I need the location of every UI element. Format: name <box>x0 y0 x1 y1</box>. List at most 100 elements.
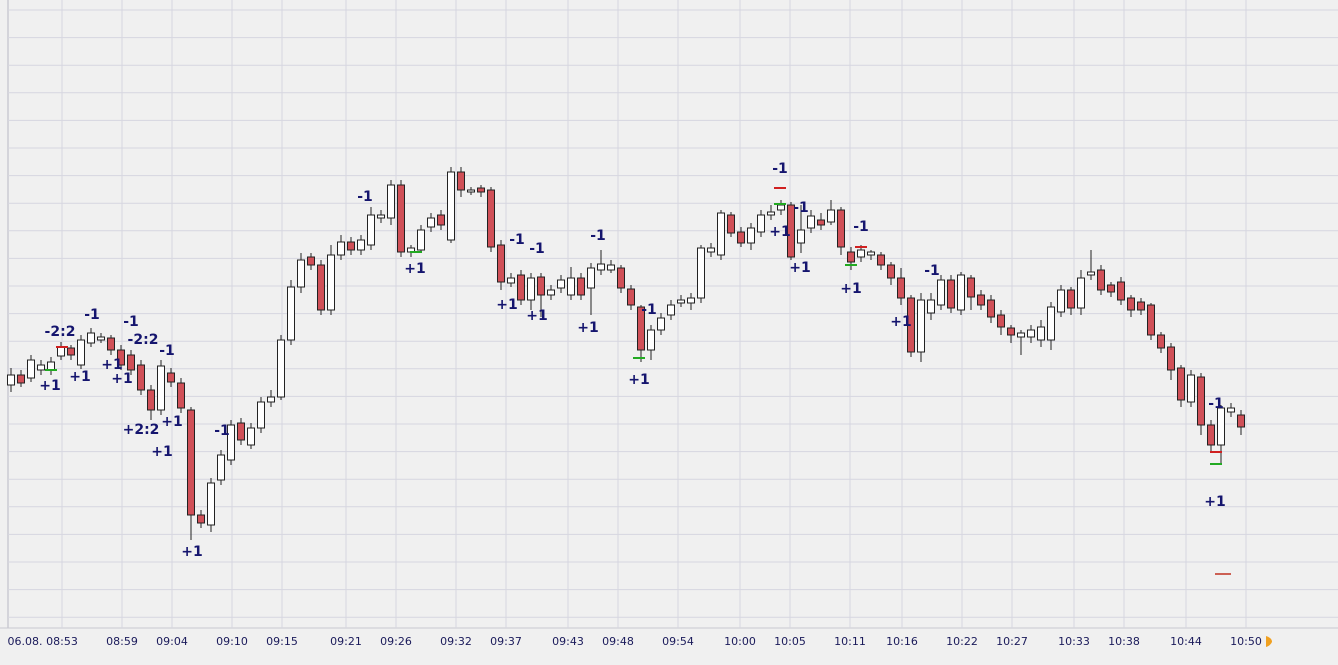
candle-body <box>517 274 525 301</box>
candle-body <box>887 264 895 279</box>
candle-body <box>577 277 585 296</box>
candle-body <box>37 364 45 371</box>
trade-annotation: -1 <box>357 189 373 205</box>
trade-annotation: -1 <box>772 161 788 177</box>
candle-body <box>97 336 105 341</box>
trade-annotation: +1 <box>890 314 911 330</box>
candle-body <box>587 267 595 289</box>
candle-body <box>347 241 355 251</box>
candle-body <box>167 372 175 383</box>
candle-body <box>117 349 125 366</box>
candle-body <box>707 247 715 253</box>
candle-body <box>467 189 475 193</box>
candle-body <box>807 215 815 229</box>
candle-body <box>1067 289 1075 309</box>
trade-markers <box>45 187 1231 575</box>
candle-body <box>847 251 855 263</box>
candle-body <box>1207 424 1215 446</box>
candle-body <box>1057 289 1065 313</box>
candle-body <box>447 171 455 241</box>
candle-body <box>507 277 515 284</box>
candle-body <box>757 214 765 233</box>
candle-body <box>197 514 205 524</box>
candle-body <box>17 374 25 384</box>
candle-body <box>897 277 905 299</box>
candle-body <box>627 288 635 306</box>
candle-body <box>1047 306 1055 341</box>
candle-body <box>77 339 85 366</box>
candle-body <box>927 299 935 314</box>
time-label: 09:21 <box>330 635 362 648</box>
candle-body <box>287 286 295 341</box>
candle-body <box>837 209 845 248</box>
candle-body <box>1117 281 1125 301</box>
candle-body <box>487 189 495 248</box>
candle-body <box>307 256 315 266</box>
candle-body <box>817 219 825 226</box>
time-label: 08:53 <box>46 635 78 648</box>
scroll-icon <box>1266 636 1272 647</box>
time-label: 09:26 <box>380 635 412 648</box>
candle-body <box>697 247 705 299</box>
candle-body <box>597 263 605 271</box>
candle-body <box>567 277 575 296</box>
candle-body <box>477 187 485 193</box>
candle-body <box>537 276 545 296</box>
trade-annotation: +1 <box>769 224 790 240</box>
trade-annotation: -1 <box>853 219 869 235</box>
candle-body <box>777 204 785 211</box>
time-label: 10:33 <box>1058 635 1090 648</box>
trade-annotation: -1 <box>1208 396 1224 412</box>
trade-annotation: +1 <box>151 444 172 460</box>
candle-body <box>767 211 775 216</box>
trade-annotation: -1 <box>793 200 809 216</box>
candle-body <box>107 337 115 351</box>
candle-body <box>397 184 405 253</box>
candle-body <box>277 339 285 398</box>
time-label: 10:38 <box>1108 635 1140 648</box>
candle-body <box>967 277 975 298</box>
candle-body <box>527 277 535 301</box>
candle-body <box>217 454 225 481</box>
candle-body <box>27 359 35 379</box>
candle-body <box>1157 334 1165 349</box>
trade-annotation: -1 <box>84 307 100 323</box>
candle-body <box>7 374 15 386</box>
candle-body <box>867 251 875 256</box>
candle-body <box>607 264 615 271</box>
candle-body <box>227 424 235 461</box>
trade-annotation: +1 <box>111 371 132 387</box>
candle-body <box>557 279 565 289</box>
trade-annotation: +1 <box>39 378 60 394</box>
time-label: 06.08. <box>8 635 43 648</box>
candles <box>7 167 1245 540</box>
trade-annotation: -1 <box>924 263 940 279</box>
trade-annotation: -1 <box>509 232 525 248</box>
candle-body <box>797 229 805 244</box>
trade-annotation: +1 <box>840 281 861 297</box>
candle-body <box>667 304 675 316</box>
candle-body <box>877 254 885 266</box>
candle-body <box>737 231 745 244</box>
candle-body <box>367 214 375 246</box>
candle-body <box>137 364 145 391</box>
candle-body <box>127 354 135 371</box>
time-label: 09:15 <box>266 635 298 648</box>
trade-annotation: +1 <box>526 308 547 324</box>
candle-body <box>387 184 395 219</box>
candle-body <box>977 294 985 306</box>
candle-body <box>1017 332 1025 338</box>
candle-body <box>907 297 915 353</box>
candle-body <box>417 229 425 251</box>
candle-body <box>457 171 465 191</box>
candle-body <box>1127 297 1135 311</box>
trade-annotation: -1 <box>123 314 139 330</box>
candle-body <box>857 249 865 258</box>
candle-body <box>917 299 925 353</box>
candle-body <box>1217 407 1225 446</box>
candle-body <box>437 214 445 226</box>
trade-annotation: +1 <box>404 261 425 277</box>
time-label: 10:27 <box>996 635 1028 648</box>
